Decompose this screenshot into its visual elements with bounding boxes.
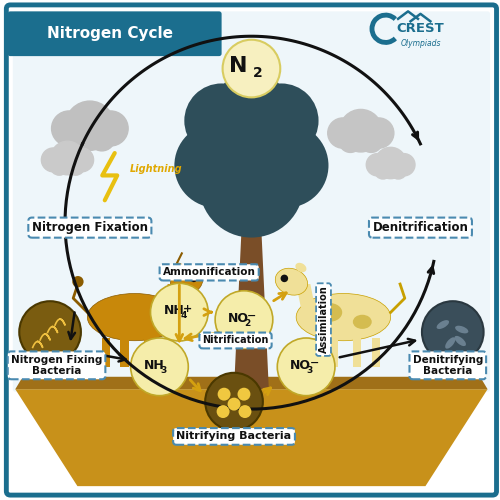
Circle shape xyxy=(194,84,308,198)
Circle shape xyxy=(328,118,358,148)
Text: 3: 3 xyxy=(161,366,167,375)
Polygon shape xyxy=(144,338,152,366)
Text: NH: NH xyxy=(164,304,184,317)
Polygon shape xyxy=(310,338,319,366)
Circle shape xyxy=(228,398,240,410)
Ellipse shape xyxy=(445,337,456,348)
Text: Nitrogen Cycle: Nitrogen Cycle xyxy=(46,26,172,41)
Text: NO: NO xyxy=(228,312,248,324)
Text: +: + xyxy=(183,304,192,314)
Circle shape xyxy=(93,111,128,146)
Ellipse shape xyxy=(170,268,202,295)
Ellipse shape xyxy=(455,326,468,334)
Circle shape xyxy=(20,301,81,363)
FancyBboxPatch shape xyxy=(8,12,222,56)
Circle shape xyxy=(216,405,230,418)
Circle shape xyxy=(392,154,415,176)
Circle shape xyxy=(42,148,65,172)
Circle shape xyxy=(205,373,263,430)
Circle shape xyxy=(375,148,406,178)
Circle shape xyxy=(66,158,84,175)
Circle shape xyxy=(339,130,361,152)
Circle shape xyxy=(70,148,94,172)
Ellipse shape xyxy=(316,303,342,322)
Text: 2: 2 xyxy=(244,318,250,328)
Polygon shape xyxy=(16,389,488,486)
Polygon shape xyxy=(102,338,110,366)
Circle shape xyxy=(130,338,188,396)
Text: 3: 3 xyxy=(306,366,312,375)
Circle shape xyxy=(218,388,230,400)
Text: Denitrification: Denitrification xyxy=(372,221,468,234)
Circle shape xyxy=(190,274,198,282)
Text: Assimilation: Assimilation xyxy=(318,286,328,354)
Circle shape xyxy=(244,84,318,158)
Ellipse shape xyxy=(454,336,466,346)
Circle shape xyxy=(50,158,68,175)
Circle shape xyxy=(219,68,284,133)
Polygon shape xyxy=(163,338,172,366)
Polygon shape xyxy=(234,230,269,389)
Circle shape xyxy=(89,124,115,151)
Ellipse shape xyxy=(296,294,390,341)
Ellipse shape xyxy=(436,320,449,329)
Text: 2: 2 xyxy=(252,66,262,80)
Text: Ammonification: Ammonification xyxy=(162,268,256,278)
Polygon shape xyxy=(296,284,315,308)
Circle shape xyxy=(199,133,304,238)
Circle shape xyxy=(364,118,394,148)
Text: −: − xyxy=(246,311,256,321)
Circle shape xyxy=(215,291,273,348)
Text: Nitrifying Bacteria: Nitrifying Bacteria xyxy=(176,432,292,442)
Circle shape xyxy=(150,284,208,341)
Circle shape xyxy=(222,40,280,98)
Polygon shape xyxy=(329,338,338,366)
Ellipse shape xyxy=(296,263,306,272)
Circle shape xyxy=(390,162,406,179)
Text: Nitrification: Nitrification xyxy=(202,336,268,345)
Text: −: − xyxy=(310,358,319,368)
Circle shape xyxy=(278,338,335,396)
Circle shape xyxy=(52,111,86,146)
Circle shape xyxy=(64,124,91,151)
Text: Olympiads: Olympiads xyxy=(400,39,440,48)
Text: Nitrogen Fixing
Bacteria: Nitrogen Fixing Bacteria xyxy=(11,354,102,376)
Circle shape xyxy=(184,84,259,158)
FancyBboxPatch shape xyxy=(13,12,490,392)
Polygon shape xyxy=(163,284,182,308)
Circle shape xyxy=(280,274,288,282)
Circle shape xyxy=(65,101,114,150)
Circle shape xyxy=(340,110,382,152)
Circle shape xyxy=(72,276,84,287)
Circle shape xyxy=(366,154,388,176)
Text: NO: NO xyxy=(290,359,310,372)
Ellipse shape xyxy=(88,294,182,341)
Circle shape xyxy=(244,123,328,208)
Text: Nitrogen Fixation: Nitrogen Fixation xyxy=(32,221,148,234)
Text: N: N xyxy=(229,56,248,76)
Text: Lightning: Lightning xyxy=(130,164,182,174)
Text: Denitrifying
Bacteria: Denitrifying Bacteria xyxy=(412,354,483,376)
Polygon shape xyxy=(372,338,380,366)
Text: 4: 4 xyxy=(180,311,186,320)
Ellipse shape xyxy=(172,263,182,272)
Ellipse shape xyxy=(353,315,372,329)
Circle shape xyxy=(238,405,252,418)
Polygon shape xyxy=(353,338,362,366)
Text: NH: NH xyxy=(144,359,165,372)
Polygon shape xyxy=(120,338,129,366)
FancyBboxPatch shape xyxy=(6,5,496,495)
Circle shape xyxy=(50,142,84,175)
Polygon shape xyxy=(16,377,488,389)
Circle shape xyxy=(238,388,250,400)
Circle shape xyxy=(374,162,392,179)
Circle shape xyxy=(360,130,382,152)
Circle shape xyxy=(422,301,484,363)
Circle shape xyxy=(174,123,259,208)
Text: CREST: CREST xyxy=(396,22,444,36)
Ellipse shape xyxy=(276,268,308,295)
